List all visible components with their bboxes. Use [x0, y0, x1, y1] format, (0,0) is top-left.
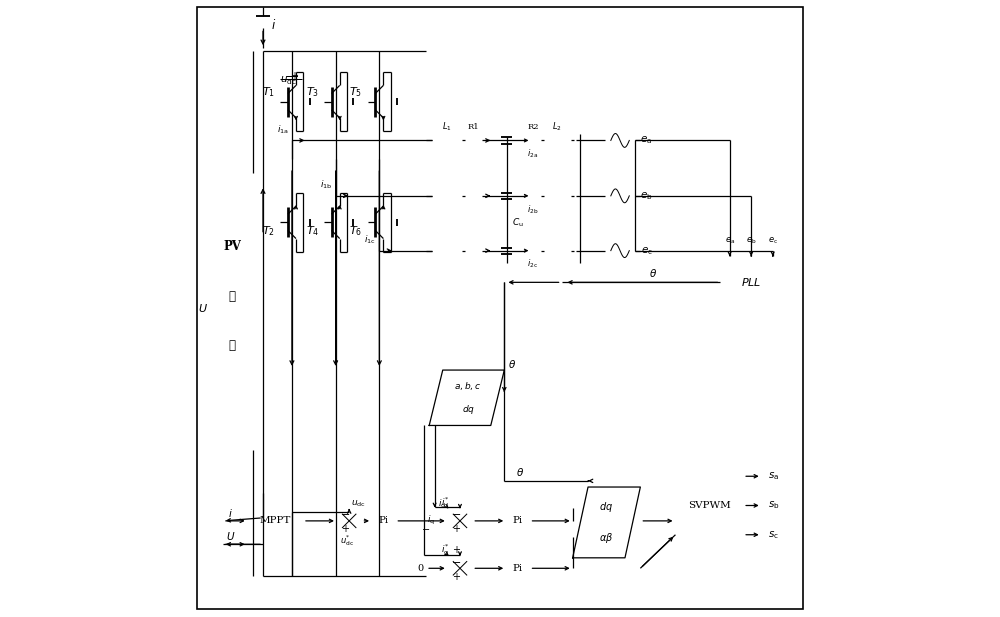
Text: $+$: $+$	[341, 523, 350, 534]
Polygon shape	[256, 16, 270, 27]
Bar	[525, 245, 541, 256]
Polygon shape	[303, 98, 310, 105]
Text: 列: 列	[229, 339, 236, 352]
Text: $T_5$: $T_5$	[349, 86, 362, 99]
Text: $e_{\rm c}$: $e_{\rm c}$	[641, 245, 652, 257]
Text: $L_2$: $L_2$	[552, 121, 562, 133]
Text: $T_1$: $T_1$	[262, 86, 275, 99]
Text: $e_{\rm b}$: $e_{\rm b}$	[746, 236, 756, 246]
Text: $U$: $U$	[226, 530, 235, 542]
Text: 阵: 阵	[229, 290, 236, 303]
Text: $i_{\rm q}^{*}$: $i_{\rm q}^{*}$	[441, 542, 449, 558]
Text: $\alpha\beta$: $\alpha\beta$	[599, 531, 614, 545]
Bar	[465, 135, 482, 146]
Bar	[212, 173, 253, 450]
Text: $i_{\rm 2a}$: $i_{\rm 2a}$	[527, 147, 538, 160]
Text: $e_{\rm a}$: $e_{\rm a}$	[725, 236, 735, 246]
Bar	[525, 190, 541, 201]
Text: $PLL$: $PLL$	[741, 276, 761, 288]
Text: $-$: $-$	[451, 508, 461, 518]
Text: $i_{\rm d}$: $i_{\rm d}$	[438, 497, 446, 510]
Bar	[506, 557, 530, 579]
Text: $T_4$: $T_4$	[306, 225, 319, 238]
Text: $-$: $-$	[340, 508, 351, 518]
Text: $L_1$: $L_1$	[442, 121, 452, 133]
Text: $s_{\rm b}$: $s_{\rm b}$	[768, 500, 780, 511]
Text: $i$: $i$	[228, 508, 233, 520]
Text: $i_{\rm 2b}$: $i_{\rm 2b}$	[527, 203, 539, 215]
Bar	[720, 256, 782, 308]
Bar	[465, 190, 482, 201]
Text: $i_{\rm 1b}$: $i_{\rm 1b}$	[320, 178, 333, 191]
Bar	[465, 245, 482, 256]
Text: SVPWM: SVPWM	[688, 501, 731, 510]
Text: R1: R1	[468, 123, 479, 131]
Text: $U$: $U$	[198, 302, 208, 315]
Text: $u\overline{_{\rm dc}}$: $u\overline{_{\rm dc}}$	[280, 75, 297, 87]
Text: $i_{\rm d}^{*}$: $i_{\rm d}^{*}$	[441, 495, 449, 510]
Text: $i_{\rm 1c}$: $i_{\rm 1c}$	[364, 233, 376, 246]
Text: Pi: Pi	[513, 516, 523, 526]
Text: MPPT: MPPT	[260, 516, 291, 526]
Text: $+$: $+$	[452, 523, 461, 534]
Text: $T_6$: $T_6$	[349, 225, 363, 238]
Text: $u_{\rm dc}$: $u_{\rm dc}$	[351, 499, 366, 509]
Text: Pi: Pi	[513, 564, 523, 573]
Bar	[675, 447, 743, 564]
Polygon shape	[347, 98, 353, 105]
Polygon shape	[347, 219, 353, 226]
Text: $u_{\rm dc}^{*}$: $u_{\rm dc}^{*}$	[340, 533, 354, 548]
Text: $s_{\rm a}$: $s_{\rm a}$	[768, 470, 780, 482]
Polygon shape	[391, 98, 397, 105]
Text: $-$: $-$	[451, 556, 461, 566]
Text: 0: 0	[417, 564, 423, 573]
Text: $T_2$: $T_2$	[262, 225, 275, 238]
Text: $e_{\rm a}$: $e_{\rm a}$	[640, 135, 653, 146]
Polygon shape	[303, 219, 310, 226]
Text: $i_{\rm 2c}$: $i_{\rm 2c}$	[527, 258, 538, 270]
Bar	[506, 510, 530, 532]
Text: $i_{\rm q}$: $i_{\rm q}$	[427, 515, 435, 528]
Bar	[525, 135, 541, 146]
Text: $\theta$: $\theta$	[508, 358, 516, 370]
Text: $-$: $-$	[421, 524, 430, 532]
Text: PV: PV	[223, 241, 241, 254]
Text: $a,b,c$: $a,b,c$	[454, 379, 482, 392]
Text: $T_3$: $T_3$	[306, 86, 319, 99]
Text: $\theta$: $\theta$	[649, 267, 657, 279]
Bar	[248, 497, 303, 544]
Text: $+$: $+$	[452, 544, 461, 555]
Text: R2: R2	[527, 123, 539, 131]
Text: $e_{\rm b}$: $e_{\rm b}$	[640, 190, 653, 202]
Text: $\theta$: $\theta$	[516, 466, 524, 478]
Text: $dq$: $dq$	[462, 404, 475, 416]
Bar	[372, 510, 395, 532]
Text: Pi: Pi	[379, 516, 389, 526]
Text: $+$: $+$	[290, 70, 300, 81]
Text: $+$: $+$	[452, 571, 461, 582]
Text: $C_{\rm u}$: $C_{\rm u}$	[512, 217, 524, 230]
Text: $dq$: $dq$	[599, 500, 614, 514]
Text: $s_{\rm c}$: $s_{\rm c}$	[768, 529, 779, 540]
Text: $e_{\rm c}$: $e_{\rm c}$	[768, 236, 778, 246]
Polygon shape	[391, 219, 397, 226]
Text: $i$: $i$	[271, 19, 277, 32]
Text: $i_{\rm 1a}$: $i_{\rm 1a}$	[277, 123, 289, 136]
